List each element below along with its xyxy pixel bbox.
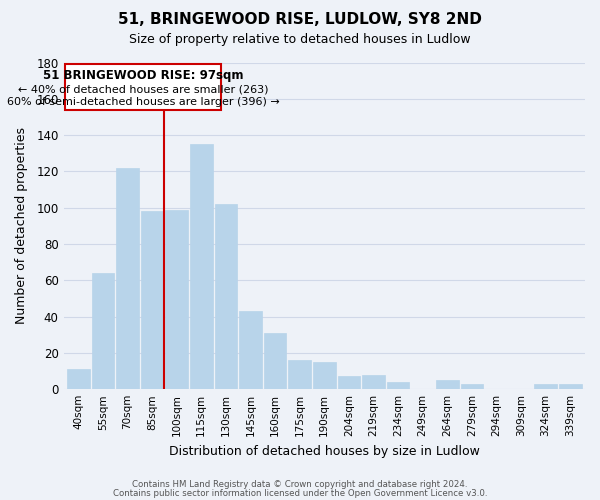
Bar [166,210,188,389]
Bar [239,311,262,389]
Text: Contains HM Land Registry data © Crown copyright and database right 2024.: Contains HM Land Registry data © Crown c… [132,480,468,489]
Bar [338,376,360,389]
Bar [116,168,139,389]
Bar [141,212,163,389]
Text: 51, BRINGEWOOD RISE, LUDLOW, SY8 2ND: 51, BRINGEWOOD RISE, LUDLOW, SY8 2ND [118,12,482,28]
Bar [362,374,385,389]
FancyBboxPatch shape [65,64,221,110]
Text: Contains public sector information licensed under the Open Government Licence v3: Contains public sector information licen… [113,488,487,498]
Text: Size of property relative to detached houses in Ludlow: Size of property relative to detached ho… [129,32,471,46]
Bar [461,384,483,389]
Bar [92,273,114,389]
Y-axis label: Number of detached properties: Number of detached properties [15,128,28,324]
Bar [387,382,409,389]
Bar [215,204,237,389]
Bar [535,384,557,389]
Bar [436,380,458,389]
Bar [67,369,89,389]
X-axis label: Distribution of detached houses by size in Ludlow: Distribution of detached houses by size … [169,444,480,458]
Text: 60% of semi-detached houses are larger (396) →: 60% of semi-detached houses are larger (… [7,98,279,108]
Bar [289,360,311,389]
Bar [264,333,286,389]
Text: 51 BRINGEWOOD RISE: 97sqm: 51 BRINGEWOOD RISE: 97sqm [43,68,243,82]
Text: ← 40% of detached houses are smaller (263): ← 40% of detached houses are smaller (26… [17,84,268,94]
Bar [313,362,335,389]
Bar [559,384,581,389]
Bar [190,144,212,389]
